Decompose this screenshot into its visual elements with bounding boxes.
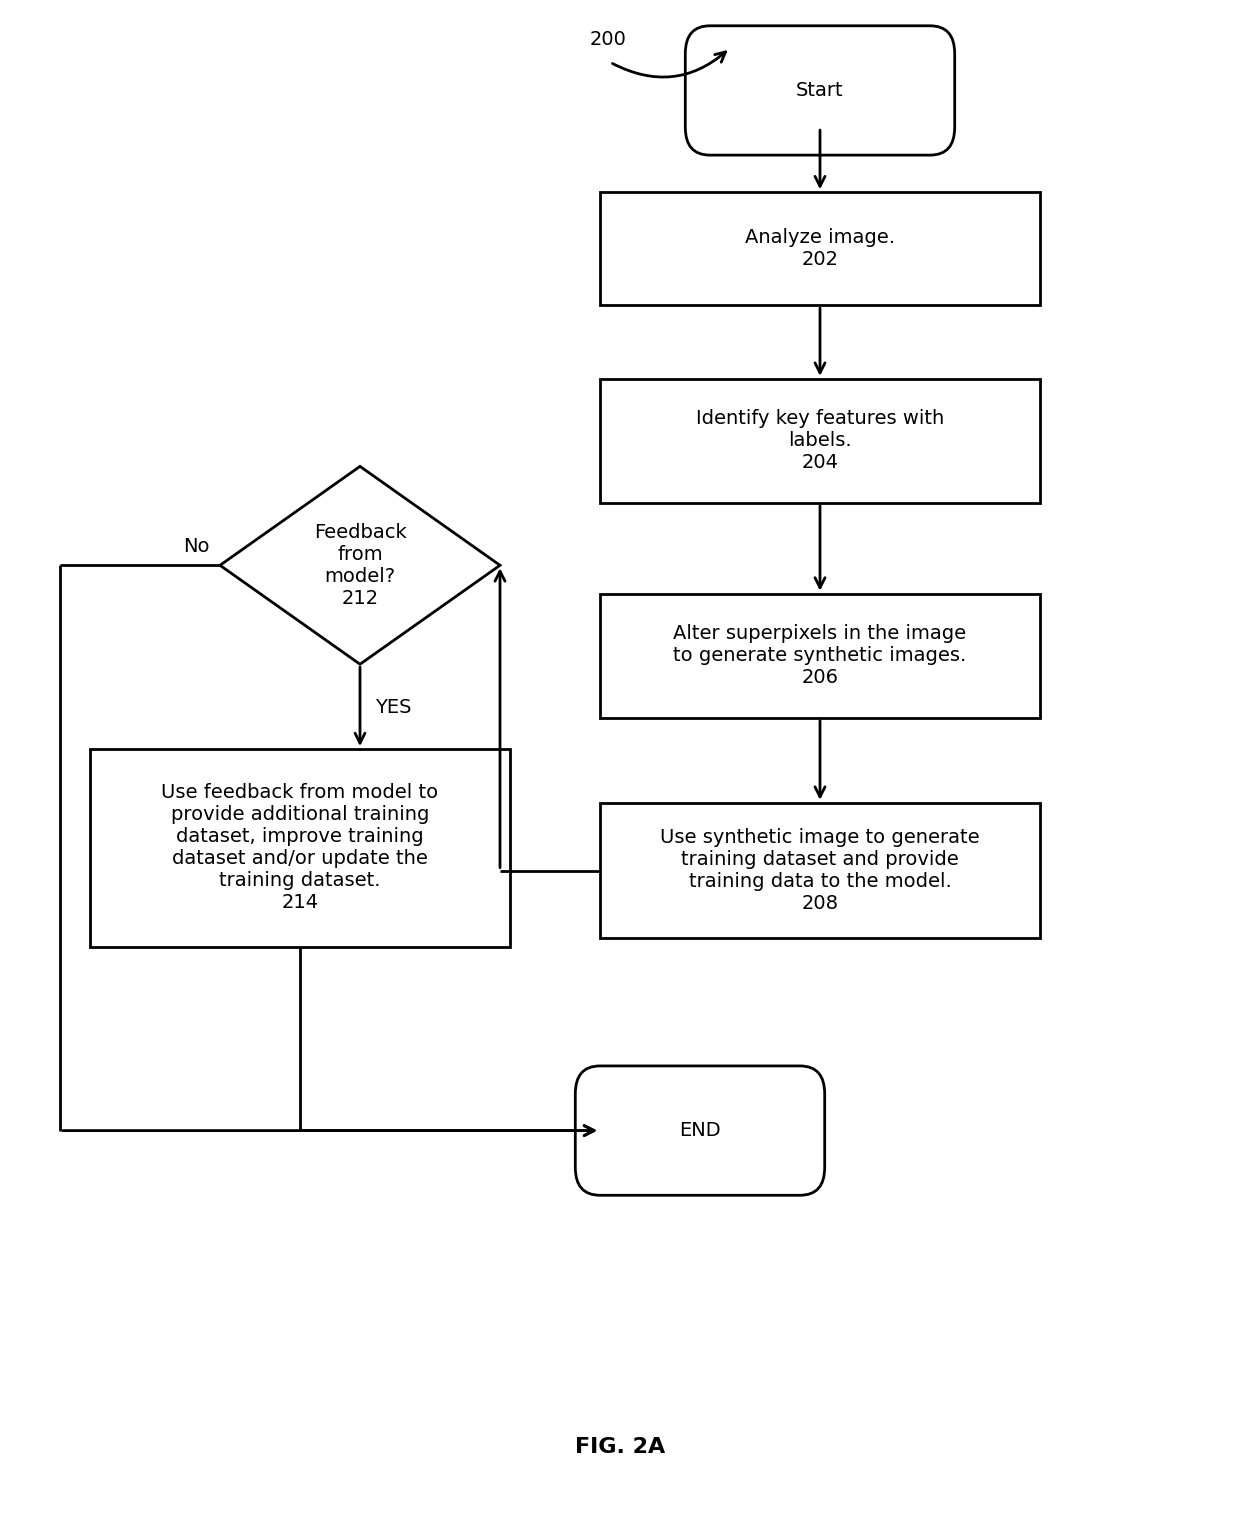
Bar xyxy=(91,748,510,947)
Text: Alter superpixels in the image
to generate synthetic images.
206: Alter superpixels in the image to genera… xyxy=(673,624,967,688)
Bar xyxy=(600,379,1040,503)
Text: Use feedback from model to
provide additional training
dataset, improve training: Use feedback from model to provide addit… xyxy=(161,783,439,912)
Text: FIG. 2A: FIG. 2A xyxy=(575,1438,665,1457)
Bar xyxy=(600,192,1040,305)
Text: 200: 200 xyxy=(590,30,627,48)
Text: Identify key features with
labels.
204: Identify key features with labels. 204 xyxy=(696,409,944,473)
Text: END: END xyxy=(680,1121,720,1141)
FancyBboxPatch shape xyxy=(686,26,955,155)
Text: No: No xyxy=(184,538,210,556)
Text: Start: Start xyxy=(796,80,843,100)
FancyBboxPatch shape xyxy=(575,1067,825,1195)
Bar xyxy=(600,803,1040,938)
Text: YES: YES xyxy=(374,698,412,717)
Text: Use synthetic image to generate
training dataset and provide
training data to th: Use synthetic image to generate training… xyxy=(660,829,980,914)
Bar xyxy=(600,594,1040,718)
Text: Feedback
from
model?
212: Feedback from model? 212 xyxy=(314,523,407,608)
Text: Analyze image.
202: Analyze image. 202 xyxy=(745,229,895,270)
Polygon shape xyxy=(219,467,500,664)
